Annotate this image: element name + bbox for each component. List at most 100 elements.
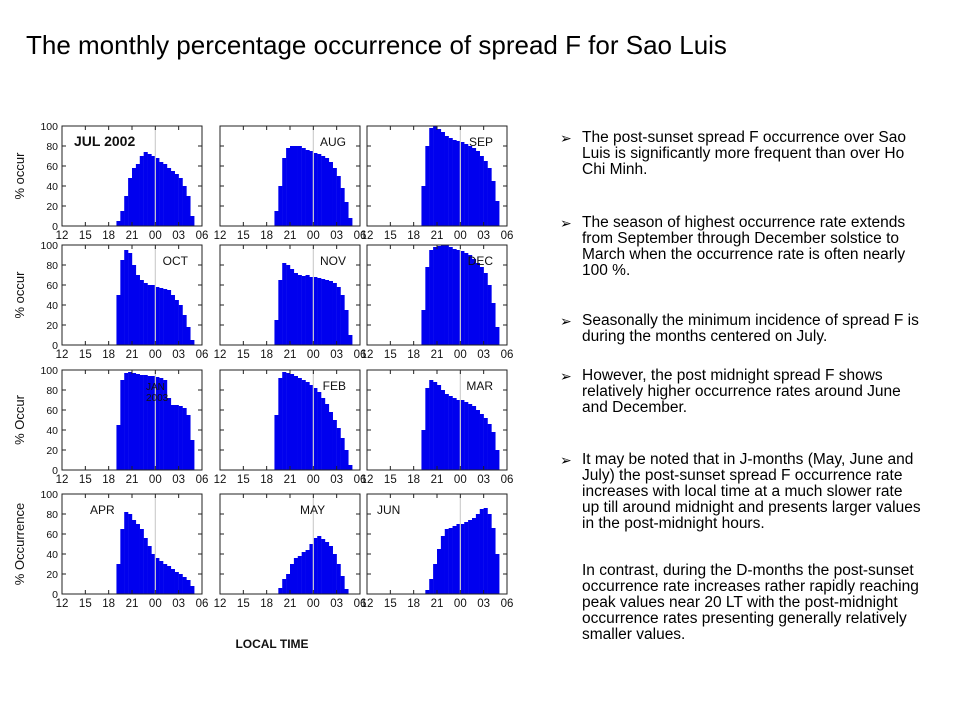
x-tick-label: 06	[501, 230, 514, 242]
x-tick-label: 12	[214, 474, 227, 486]
x-tick-label: 12	[361, 230, 374, 242]
bar	[336, 428, 341, 470]
x-tick-label: 03	[172, 474, 185, 486]
bar	[274, 211, 279, 226]
x-tick-label: 00	[307, 598, 320, 610]
bar	[475, 151, 480, 226]
bar	[456, 250, 461, 345]
x-tick-label: 06	[354, 474, 367, 486]
bar	[344, 310, 349, 345]
bar	[348, 465, 353, 470]
bar	[132, 168, 137, 226]
bar	[491, 303, 496, 345]
bar	[124, 512, 129, 594]
x-tick-label: 18	[260, 349, 273, 361]
slide-title: The monthly percentage occurrence of spr…	[26, 30, 727, 60]
bar	[483, 273, 488, 345]
bar	[182, 577, 187, 594]
bar	[297, 556, 302, 594]
bar	[313, 538, 318, 594]
bar	[143, 538, 148, 594]
x-tick-label: 00	[454, 230, 467, 242]
bar	[309, 277, 314, 345]
bullet-text: Seasonally the minimum incidence of spre…	[582, 312, 919, 345]
bar	[293, 273, 298, 345]
bar	[147, 376, 152, 470]
y-tick-label: 100	[40, 240, 58, 252]
bar	[440, 536, 445, 594]
panel-label: OCT	[163, 254, 189, 268]
bullet-text: The post-sunset spread F occurrence over…	[582, 129, 906, 178]
bar	[151, 376, 156, 470]
bar	[495, 201, 500, 226]
bar	[444, 136, 449, 226]
x-tick-label: 18	[102, 349, 115, 361]
bar	[468, 520, 473, 594]
bullet-arrow-icon: ➢	[560, 215, 572, 231]
bar	[487, 514, 492, 594]
x-tick-label: 15	[237, 349, 250, 361]
x-tick-label: 21	[431, 230, 444, 242]
bar	[182, 186, 187, 226]
bar	[293, 376, 298, 470]
y-tick-label: 20	[46, 201, 58, 213]
y-tick-label: 0	[52, 589, 58, 601]
panel-label: JAN	[146, 382, 165, 393]
bar	[190, 216, 195, 226]
panel-label: FEB	[323, 379, 346, 393]
bar	[328, 546, 333, 594]
bar	[440, 390, 445, 470]
y-axis-label: % Occurrence	[12, 503, 27, 585]
bar	[274, 320, 279, 345]
bar	[124, 196, 129, 226]
bar	[278, 186, 283, 226]
bar	[317, 536, 322, 594]
bar	[325, 158, 330, 226]
bar	[167, 398, 172, 470]
bar	[472, 148, 477, 226]
bar	[151, 285, 156, 345]
bar	[491, 528, 496, 594]
bar	[155, 558, 160, 594]
x-tick-label: 15	[384, 598, 397, 610]
bullet-item: ➢ It may be noted that in J-months (May, …	[560, 452, 922, 532]
bar	[163, 564, 168, 594]
bar	[120, 211, 125, 226]
x-tick-label: 12	[56, 230, 69, 242]
bar	[325, 542, 330, 594]
x-tick-label: 15	[79, 598, 92, 610]
x-tick-label: 15	[237, 230, 250, 242]
x-tick-label: 18	[407, 349, 420, 361]
bar	[124, 250, 129, 345]
bar	[483, 418, 488, 470]
bar	[433, 382, 438, 470]
bar	[444, 245, 449, 345]
y-tick-label: 80	[46, 385, 58, 397]
bar	[167, 290, 172, 345]
bar	[282, 158, 287, 226]
bar	[190, 440, 195, 470]
bar	[124, 373, 129, 470]
bar	[464, 253, 469, 345]
bar	[182, 408, 187, 470]
panel-label: MAR	[466, 379, 493, 393]
bar	[328, 412, 333, 470]
bar	[293, 558, 298, 594]
bar	[278, 378, 283, 470]
bar	[344, 589, 349, 594]
x-tick-label: 03	[330, 598, 343, 610]
bullet-arrow-icon: ➢	[560, 368, 572, 384]
bar	[163, 164, 168, 226]
bar	[178, 574, 183, 594]
bar	[344, 450, 349, 470]
bar	[491, 432, 496, 470]
bullet-item: ➢ However, the post midnight spread F sho…	[560, 368, 922, 416]
x-tick-label: 00	[149, 474, 162, 486]
x-tick-label: 00	[454, 474, 467, 486]
panel-label: APR	[90, 503, 115, 517]
x-tick-label: 12	[214, 349, 227, 361]
bar	[297, 275, 302, 345]
x-tick-label: 15	[79, 474, 92, 486]
x-tick-label: 18	[407, 230, 420, 242]
bar	[139, 156, 144, 226]
